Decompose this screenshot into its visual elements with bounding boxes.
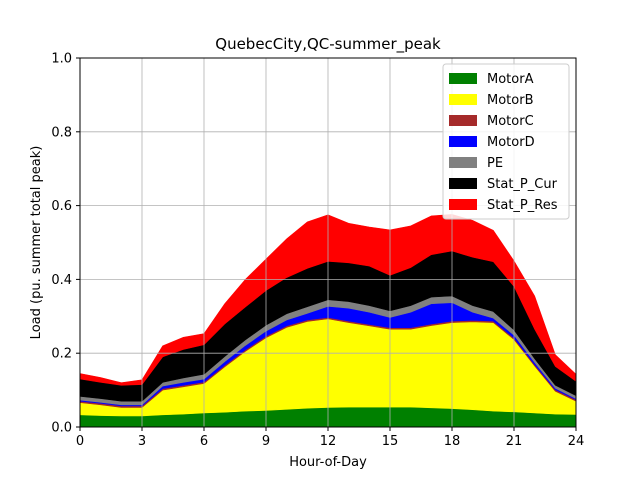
legend-swatch (449, 157, 477, 168)
legend-label: Stat_P_Res (487, 198, 558, 213)
legend-label: MotorB (487, 93, 533, 108)
legend-label: MotorD (487, 135, 535, 150)
legend: MotorA MotorB MotorC MotorD PE Stat_P_Cur Stat… (442, 63, 570, 220)
y-tick-label: 0.8 (51, 125, 72, 140)
y-tick-label: 1.0 (51, 52, 72, 67)
legend-swatch (449, 199, 477, 210)
legend-swatch (449, 94, 477, 105)
y-tick-label: 0.4 (51, 273, 72, 288)
legend-label: PE (487, 156, 503, 171)
legend-label: MotorA (487, 72, 534, 87)
x-tick-label: 3 (138, 434, 146, 449)
axis-ticks: 0 3 6 9 12 15 18 21 24 0.0 0.2 0.4 0.6 0.8 1.0 (51, 52, 584, 450)
legend-label: MotorC (487, 114, 534, 129)
x-tick-label: 0 (76, 434, 84, 449)
legend-swatch (449, 73, 477, 84)
legend-swatch (449, 136, 477, 147)
x-axis-label: Hour-of-Day (289, 455, 367, 470)
x-tick-label: 9 (262, 434, 270, 449)
x-tick-label: 21 (506, 434, 523, 449)
y-tick-label: 0.2 (51, 347, 72, 362)
x-tick-label: 18 (444, 434, 461, 449)
chart-title: QuebecCity,QC-summer_peak (215, 35, 441, 54)
y-tick-label: 0.6 (51, 199, 72, 214)
legend-swatch (449, 178, 477, 189)
legend-swatch (449, 115, 477, 126)
legend-label: Stat_P_Cur (487, 177, 558, 192)
y-tick-label: 0.0 (51, 421, 72, 436)
y-axis-label: Load (pu. summer total peak) (29, 146, 44, 340)
x-tick-label: 15 (382, 434, 399, 449)
x-tick-label: 24 (568, 434, 585, 449)
x-tick-label: 12 (320, 434, 337, 449)
x-tick-label: 6 (200, 434, 208, 449)
